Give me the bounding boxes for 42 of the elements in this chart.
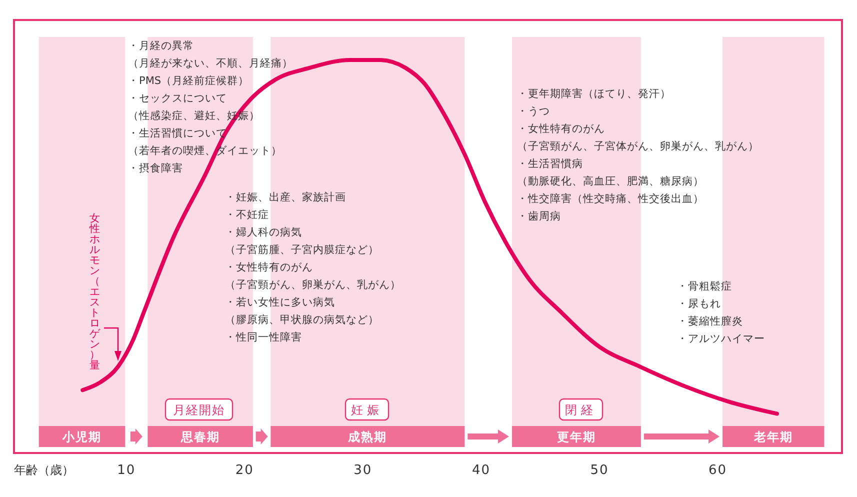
annotation: ・歯周病 — [517, 210, 561, 222]
annotation: ・婦人科の病気 — [225, 226, 302, 238]
band-label: 老年期 — [752, 430, 793, 444]
x-tick-label: 30 — [354, 463, 372, 478]
annotation: ・摂食障害 — [128, 162, 183, 174]
annotation: ・PMS（月経前症候群） — [128, 74, 250, 87]
annotation: （動脈硬化、高血圧、肥満、糖尿病） — [517, 174, 704, 188]
annotation: ・更年期障害（ほてり、発汗） — [517, 87, 671, 100]
annotation: （膠原病、甲状腺の病気など） — [225, 313, 379, 326]
x-axis-title: 年齢（歳） — [14, 463, 74, 477]
x-tick-label: 10 — [117, 463, 136, 478]
annotation: 月経開始 — [173, 403, 225, 417]
annotation: ・若い女性に多い病気 — [225, 296, 335, 308]
x-tick-label: 40 — [472, 463, 490, 478]
annotation: 妊娠 — [351, 403, 383, 417]
annotation: ・性交障害（性交時痛、性交後出血） — [517, 192, 704, 205]
x-tick-label: 50 — [590, 463, 609, 478]
text: 女性ホルモン（エストロゲン）量 — [90, 212, 100, 372]
annotation: （子宮頸がん、卵巣がん、乳がん） — [225, 278, 401, 291]
annotation: ・アルツハイマー — [677, 333, 765, 345]
annotation: ・女性特有のがん — [517, 123, 605, 135]
annotation: ・尿もれ — [677, 298, 721, 310]
band-label: 成熟期 — [347, 430, 388, 444]
annotation: ・セックスについて — [128, 92, 227, 104]
annotation: ・萎縮性膣炎 — [677, 314, 743, 328]
annotation: ・生活習慣病 — [517, 157, 583, 170]
band-label: 小児期 — [62, 430, 102, 444]
annotation: （子宮頸がん、子宮体がん、卵巣がん、乳がん） — [517, 140, 759, 152]
x-tick-label: 20 — [235, 463, 254, 478]
annotation: （月経が来ない、不順、月経痛） — [128, 56, 293, 70]
annotation: （子宮筋腫、子宮内膜症など） — [225, 243, 379, 256]
annotation: ・性同一性障害 — [225, 330, 302, 344]
annotation: 閉経 — [565, 403, 597, 417]
text: ・月経の異常 — [128, 39, 194, 52]
annotation: ・不妊症 — [225, 208, 269, 221]
annotation: ・女性特有のがん — [225, 262, 313, 274]
annotation: ・うつ — [517, 106, 550, 118]
annotation: ・骨粗鬆症 — [677, 280, 732, 292]
annotation: ・妊娠、出産、家族計画 — [225, 190, 346, 204]
x-tick-label: 60 — [708, 463, 728, 478]
band-label: 思春期 — [180, 430, 220, 444]
band-label: 更年期 — [556, 430, 596, 444]
